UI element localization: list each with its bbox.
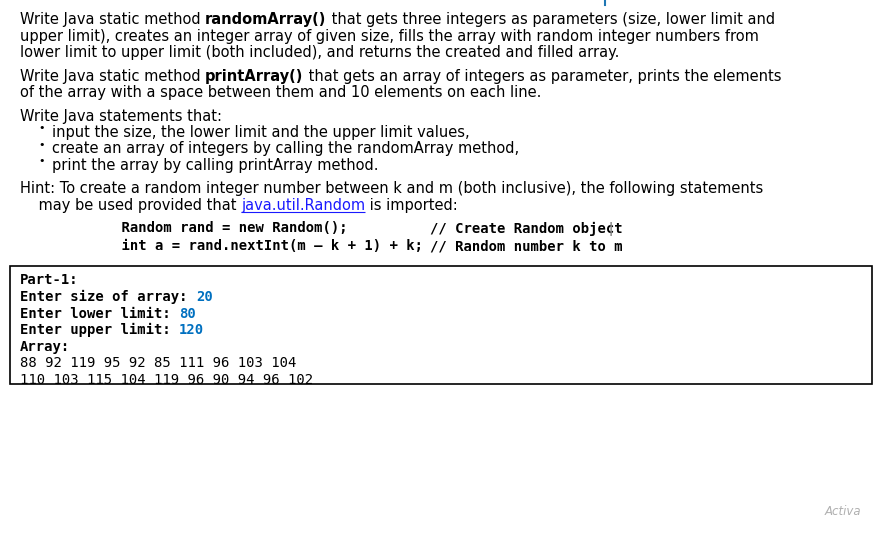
Text: 88 92 119 95 92 85 111 96 103 104: 88 92 119 95 92 85 111 96 103 104 bbox=[20, 356, 297, 370]
Text: may be used provided that: may be used provided that bbox=[20, 198, 242, 213]
Text: •: • bbox=[38, 139, 44, 150]
Text: that gets an array of integers as parameter, prints the elements: that gets an array of integers as parame… bbox=[304, 68, 781, 83]
Text: •: • bbox=[38, 156, 44, 166]
Text: Write Java statements that:: Write Java statements that: bbox=[20, 108, 222, 123]
Text: Enter size of array:: Enter size of array: bbox=[20, 290, 196, 304]
Text: printArray(): printArray() bbox=[205, 68, 304, 83]
Text: Enter upper limit:: Enter upper limit: bbox=[20, 323, 179, 337]
Text: input the size, the lower limit and the upper limit values,: input the size, the lower limit and the … bbox=[52, 125, 470, 140]
Text: 20: 20 bbox=[196, 290, 212, 304]
Text: int a = rand.nextInt(m – k + 1) + k;: int a = rand.nextInt(m – k + 1) + k; bbox=[88, 239, 423, 253]
Text: 110 103 115 104 119 96 90 94 96 102: 110 103 115 104 119 96 90 94 96 102 bbox=[20, 373, 313, 387]
Text: java.util.Random: java.util.Random bbox=[242, 198, 365, 213]
Text: randomArray(): randomArray() bbox=[205, 12, 327, 27]
Text: 80: 80 bbox=[179, 307, 196, 320]
Text: of the array with a space between them and 10 elements on each line.: of the array with a space between them a… bbox=[20, 85, 542, 100]
Text: |: | bbox=[607, 222, 615, 235]
Text: Activa: Activa bbox=[825, 505, 861, 518]
Text: print the array by calling printArray method.: print the array by calling printArray me… bbox=[52, 158, 378, 173]
Text: Part-1:: Part-1: bbox=[20, 273, 79, 287]
Text: 120: 120 bbox=[179, 323, 204, 337]
Bar bbox=[10, 265, 872, 383]
Text: •: • bbox=[38, 123, 44, 133]
Text: create an array of integers by calling the randomArray method,: create an array of integers by calling t… bbox=[52, 142, 519, 156]
Text: Array:: Array: bbox=[20, 340, 70, 354]
Text: Enter lower limit:: Enter lower limit: bbox=[20, 307, 179, 320]
Text: Hint: To create a random integer number between k and m (both inclusive), the fo: Hint: To create a random integer number … bbox=[20, 182, 764, 197]
Text: upper limit), creates an integer array of given size, fills the array with rando: upper limit), creates an integer array o… bbox=[20, 28, 759, 43]
Text: that gets three integers as parameters (size, lower limit and: that gets three integers as parameters (… bbox=[327, 12, 774, 27]
Text: // Random number k to m: // Random number k to m bbox=[430, 239, 622, 253]
Text: Write Java static method: Write Java static method bbox=[20, 68, 205, 83]
Text: // Create Random object: // Create Random object bbox=[430, 222, 622, 235]
Text: Random rand = new Random();: Random rand = new Random(); bbox=[88, 222, 347, 235]
Text: Write Java static method: Write Java static method bbox=[20, 12, 205, 27]
Text: is imported:: is imported: bbox=[365, 198, 458, 213]
Text: lower limit to upper limit (both included), and returns the created and filled a: lower limit to upper limit (both include… bbox=[20, 45, 619, 60]
